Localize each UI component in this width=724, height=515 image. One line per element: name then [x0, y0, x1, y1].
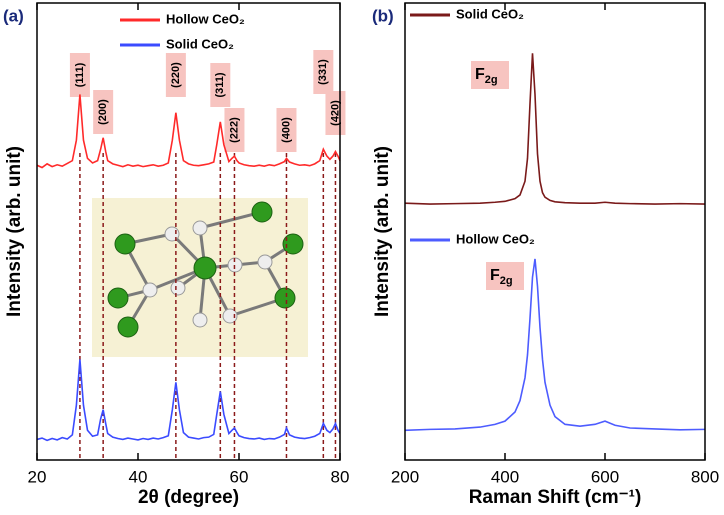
spectrum-line [36, 359, 341, 442]
peak-label: F2g [490, 267, 513, 287]
peak-label-box [165, 53, 186, 97]
peak-label: (331) [317, 59, 329, 85]
crystal-inset [92, 198, 308, 357]
peak-label-box [486, 262, 524, 290]
legend-label: Hollow CeO₂ [166, 11, 245, 26]
legend-label: Solid CeO₂ [166, 36, 234, 51]
peak-label: (222) [228, 117, 240, 143]
x-tick-label: 200 [391, 467, 419, 486]
peak-label-box [276, 108, 297, 152]
y-axis-label: Intensity (arb. unit) [4, 146, 25, 317]
peak-label: (311) [214, 72, 226, 97]
x-tick-label: 400 [491, 467, 519, 486]
peak-label: (400) [280, 117, 292, 143]
peak-label-box [69, 53, 90, 97]
peak-label-box [93, 90, 114, 134]
spectrum-line [404, 53, 706, 205]
x-tick-label: 40 [129, 467, 148, 486]
peak-label-box [210, 63, 231, 107]
peak-label-box [313, 50, 334, 94]
peak-label: (111) [74, 62, 86, 87]
peak-label: (420) [329, 100, 341, 126]
plot-frame [404, 2, 706, 461]
panel-label: (a) [3, 6, 24, 25]
peak-label-box [471, 61, 509, 89]
plot-frame [36, 2, 341, 461]
x-tick-label: 60 [230, 467, 249, 486]
legend-label: Solid CeO₂ [456, 6, 524, 21]
x-tick-label: 80 [331, 467, 350, 486]
peak-label-main: F [475, 66, 485, 83]
peak-label: (220) [170, 62, 182, 88]
legend-label: Hollow CeO₂ [456, 231, 535, 246]
peak-label-sub: 2g [500, 275, 513, 287]
peak-label-main: F [490, 267, 500, 284]
panel-label: (b) [372, 6, 394, 25]
spectrum-line [36, 94, 341, 169]
x-axis-label: 2θ (degree) [138, 487, 239, 508]
x-tick-label: 800 [691, 467, 719, 486]
x-tick-label: 20 [28, 467, 47, 486]
peak-label-box [224, 108, 245, 152]
inset-ce-atoms [107, 201, 304, 338]
x-axis-label: Raman Shift (cm⁻¹) [469, 487, 642, 508]
peak-label-sub: 2g [485, 74, 498, 86]
peak-label: (200) [97, 99, 109, 125]
y-axis-label: Intensity (arb. unit) [372, 146, 393, 317]
peak-label: F2g [475, 66, 498, 86]
spectrum-line [404, 258, 706, 432]
x-tick-label: 600 [591, 467, 619, 486]
